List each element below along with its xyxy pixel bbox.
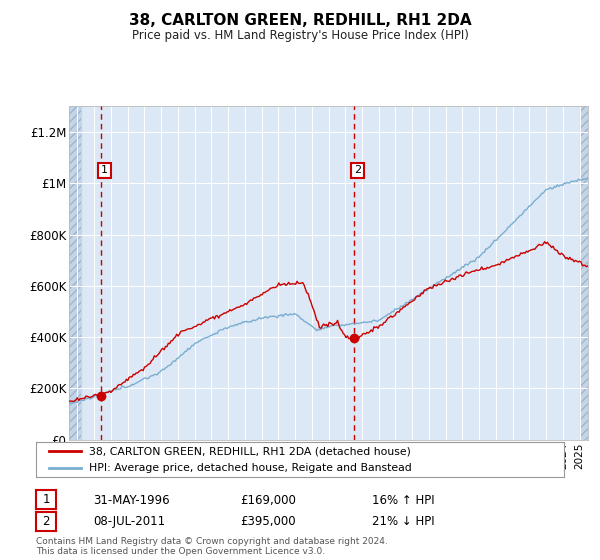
Text: 16% ↑ HPI: 16% ↑ HPI	[372, 493, 434, 507]
Text: Price paid vs. HM Land Registry's House Price Index (HPI): Price paid vs. HM Land Registry's House …	[131, 29, 469, 42]
Text: 2: 2	[354, 165, 361, 175]
Bar	[69, 106, 81, 440]
Text: This data is licensed under the Open Government Licence v3.0.: This data is licensed under the Open Gov…	[36, 547, 325, 556]
Bar	[580, 106, 588, 440]
Text: 21% ↓ HPI: 21% ↓ HPI	[372, 515, 434, 529]
Text: 31-MAY-1996: 31-MAY-1996	[93, 493, 170, 507]
Text: 1: 1	[43, 493, 50, 506]
Text: 1: 1	[101, 165, 108, 175]
Text: 08-JUL-2011: 08-JUL-2011	[93, 515, 165, 529]
Text: Contains HM Land Registry data © Crown copyright and database right 2024.: Contains HM Land Registry data © Crown c…	[36, 537, 388, 546]
Text: 2: 2	[43, 515, 50, 528]
Text: HPI: Average price, detached house, Reigate and Banstead: HPI: Average price, detached house, Reig…	[89, 464, 412, 473]
Bar	[580, 106, 588, 440]
Bar	[69, 106, 81, 440]
Text: £169,000: £169,000	[240, 493, 296, 507]
Text: 38, CARLTON GREEN, REDHILL, RH1 2DA: 38, CARLTON GREEN, REDHILL, RH1 2DA	[128, 13, 472, 28]
Text: 38, CARLTON GREEN, REDHILL, RH1 2DA (detached house): 38, CARLTON GREEN, REDHILL, RH1 2DA (det…	[89, 446, 410, 456]
Text: £395,000: £395,000	[240, 515, 296, 529]
